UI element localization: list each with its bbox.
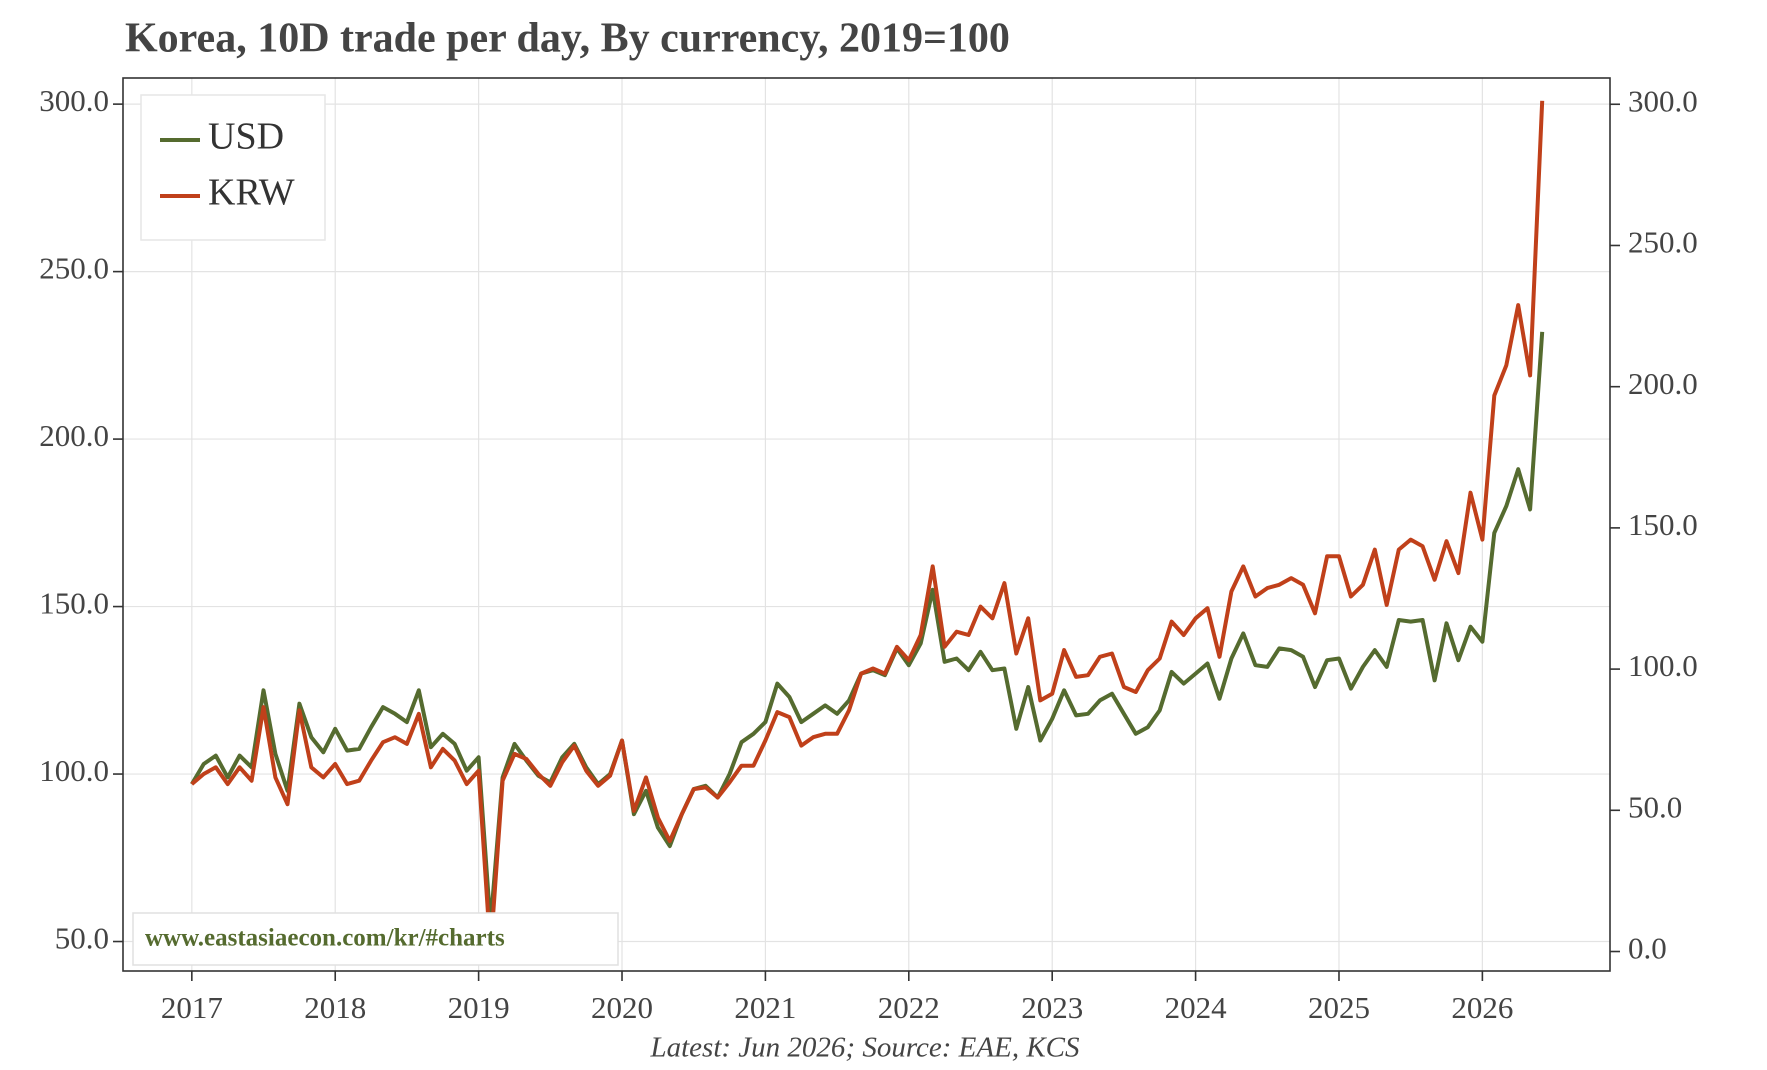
x-tick-label: 2017 [161,990,223,1025]
x-tick-label: 2022 [878,990,940,1025]
chart-title: Korea, 10D trade per day, By currency, 2… [125,16,1010,62]
source-note: Latest: Jun 2026; Source: EAE, KCS [649,1032,1080,1064]
legend [140,94,326,241]
watermark-box [132,912,619,966]
plot-lines [190,100,1545,954]
x-tick-label: 2024 [1165,990,1228,1025]
x-tick-label: 2020 [591,990,653,1025]
y2-tick-label: 100.0 [1628,648,1698,683]
plot-frame [122,77,1611,972]
y-tick-label: 150.0 [39,586,109,621]
x-tick-label: 2026 [1451,990,1513,1025]
legend-label: KRW [208,172,295,214]
x-tick-label: 2018 [304,990,366,1025]
y2-tick-label: 50.0 [1628,789,1682,824]
y2-tick-label: 250.0 [1628,225,1698,260]
y-tick-label: 250.0 [39,251,109,286]
y-tick-label: 50.0 [55,921,109,956]
y2-tick-label: 300.0 [1628,83,1698,118]
x-tick-label: 2021 [734,990,796,1025]
y-tick-label: 300.0 [39,83,109,118]
series-line [190,100,1545,954]
y-tick-label: 100.0 [39,753,109,788]
watermark: www.eastasiaecon.com/kr/#charts [145,925,505,952]
y2-tick-label: 0.0 [1628,931,1667,966]
y-tick-label: 200.0 [39,418,109,453]
y2-tick-label: 200.0 [1628,366,1698,401]
x-tick-label: 2023 [1021,990,1083,1025]
grid [123,78,1610,971]
y2-tick-label: 150.0 [1628,507,1698,542]
x-tick-label: 2025 [1308,990,1370,1025]
series-line [190,331,1545,927]
legend-label: USD [208,116,284,158]
x-tick-label: 2019 [448,990,510,1025]
